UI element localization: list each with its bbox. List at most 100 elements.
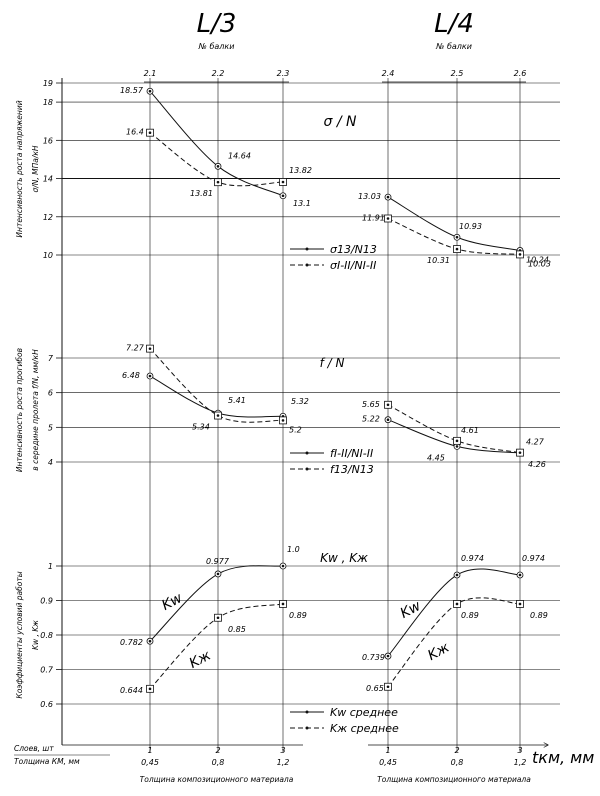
data-label: 10.03 (528, 259, 551, 268)
data-label: 13.82 (289, 166, 312, 175)
thickness-tick: 0,45 (379, 758, 397, 767)
top-axis-label: № балки (435, 42, 472, 51)
thickness-tick: 0,8 (212, 758, 225, 767)
data-label: 5.65 (362, 400, 380, 409)
data-marker-dot (281, 419, 285, 422)
legend-label: Kж среднее (330, 722, 399, 735)
data-label: 16.4 (126, 128, 144, 137)
series-line (149, 132, 284, 187)
beam-number: 2.4 (382, 69, 395, 78)
data-marker-dot (281, 194, 285, 198)
y-axis-label-line1: Коэффициенты условий работы (15, 571, 24, 698)
data-label: 4.26 (528, 460, 546, 469)
legend-marker (305, 710, 309, 714)
data-marker-dot (148, 639, 152, 643)
data-marker-dot (386, 403, 390, 407)
sigma-plot-label: σ / N (324, 114, 357, 130)
data-marker-dot (386, 685, 390, 689)
legend-marker (305, 467, 309, 471)
y-tick-label: 19 (43, 79, 53, 88)
y-tick-label: 14 (43, 175, 53, 184)
y-tick-label: 12 (43, 213, 53, 222)
thickness-tick: 0,8 (451, 758, 464, 767)
top-axis-label: № балки (198, 42, 235, 51)
legend-label: fI-II/NI-II (330, 447, 373, 460)
data-label: 4.27 (526, 438, 545, 447)
layers-tick: 1 (385, 746, 390, 755)
series-line (387, 196, 521, 251)
data-marker-dot (216, 180, 220, 184)
data-marker-dot (281, 602, 285, 606)
data-label: 1.0 (287, 545, 300, 554)
layers-axis-label: Слоев, шт (14, 744, 54, 753)
y-tick-label: 5 (48, 423, 53, 432)
legend-marker (305, 726, 309, 730)
data-marker-dot (518, 451, 522, 454)
data-marker-dot (386, 217, 390, 220)
panel-title: L/3 (197, 9, 237, 39)
y-tick-label: 7 (48, 354, 54, 363)
curve-label: Kw (398, 598, 424, 622)
data-marker-dot (148, 374, 152, 378)
y-tick-label: 0.9 (40, 597, 53, 606)
data-label: 7.27 (126, 344, 145, 353)
data-label: 14.64 (228, 151, 251, 160)
axes-layer (14, 78, 548, 756)
data-marker-dot (386, 654, 390, 658)
y-tick-label: 0.8 (40, 631, 53, 640)
data-label: 13.81 (190, 189, 213, 198)
thickness-axis-label: Толщина КМ, мм (14, 757, 80, 766)
x-axis-label: Толщина композиционного материала (377, 775, 531, 784)
y-axis-label-line1: Интенсивность роста прогибов (15, 348, 24, 472)
y-tick-label: 0.7 (40, 666, 54, 675)
data-label: 13.1 (293, 199, 311, 208)
beam-number: 2.1 (144, 69, 157, 78)
data-marker-dot (148, 687, 152, 691)
curve-label: Kw (159, 590, 185, 614)
series-line (387, 404, 521, 454)
layers-tick: 3 (517, 746, 522, 755)
layers-tick: 1 (147, 746, 152, 755)
legend-marker (305, 451, 309, 455)
data-label: 10.24 (526, 255, 549, 264)
data-marker-dot (518, 253, 522, 256)
data-marker-dot (216, 616, 220, 620)
data-marker-dot (386, 195, 390, 199)
data-marker-dot (518, 573, 522, 577)
beam-number: 2.2 (212, 69, 225, 78)
data-label: 5.2 (289, 425, 302, 434)
curve-label: Kж (187, 647, 214, 672)
data-label: 0.85 (228, 625, 246, 634)
y-tick-label: 16 (43, 136, 53, 145)
thickness-tick: 1,2 (514, 758, 527, 767)
data-label: 0.739 (362, 653, 385, 662)
data-label: 5.34 (192, 423, 210, 432)
data-label: 5.32 (291, 397, 309, 406)
data-label: 0.782 (120, 638, 143, 647)
legend-label: σ13/N13 (330, 243, 377, 256)
data-label: 10.31 (427, 256, 450, 265)
data-label: 0.89 (530, 611, 548, 620)
data-marker-dot (455, 602, 459, 606)
beam-number: 2.5 (451, 69, 464, 78)
thickness-tick: 0,45 (141, 758, 159, 767)
data-marker-dot (455, 573, 459, 577)
layers-tick: 3 (280, 746, 285, 755)
y-axis-label-line2: Kw , Kж (31, 620, 40, 650)
legend-label: Kw среднее (330, 706, 398, 719)
layers-tick: 2 (454, 746, 459, 755)
data-marker-dot (455, 235, 459, 239)
y-tick-label: 1 (48, 562, 53, 571)
data-label: 5.22 (362, 415, 380, 424)
data-marker-dot (281, 180, 285, 184)
data-marker-dot (216, 414, 220, 417)
x-axis-label: Толщина композиционного материала (140, 775, 294, 784)
beam-number: 2.3 (277, 69, 290, 78)
data-label: 0.974 (461, 554, 484, 563)
legend-marker (305, 263, 309, 267)
y-tick-label: 10 (43, 251, 53, 260)
thickness-tick: 1,2 (277, 758, 290, 767)
legend-label: σI-II/NI-II (330, 259, 376, 272)
deflection-plot-label: f / N (320, 356, 345, 370)
